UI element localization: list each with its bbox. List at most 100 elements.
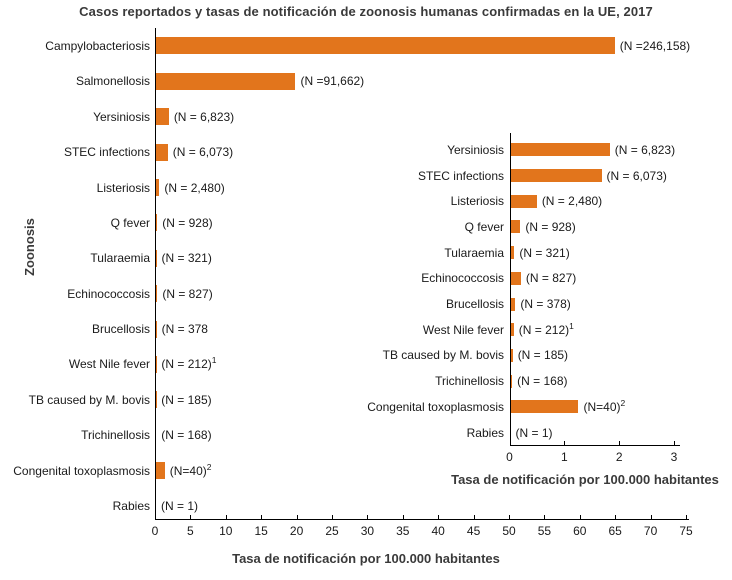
category-label: Congenital toxoplasmosis xyxy=(13,463,150,478)
x-tick-label: 55 xyxy=(537,524,552,538)
x-tick-label: 5 xyxy=(187,524,194,538)
bar xyxy=(510,297,516,311)
x-tick-label: 3 xyxy=(670,450,678,464)
category-label: TB caused by M. bovis xyxy=(28,392,150,407)
x-tick-label: 75 xyxy=(679,524,693,538)
x-tick xyxy=(673,440,675,445)
x-tick-label: 35 xyxy=(396,524,410,538)
category-label: Yersiniosis xyxy=(93,109,150,124)
category-label: Q fever xyxy=(464,219,504,234)
n-label: (N = 212)1 xyxy=(161,355,217,372)
bar xyxy=(156,179,160,196)
chart-title: Casos reportados y tasas de notificación… xyxy=(79,4,653,19)
n-label: (N = 2,480) xyxy=(164,180,225,195)
category-label: Q fever xyxy=(110,215,150,230)
n-label: (N = 212)1 xyxy=(518,320,574,337)
category-label: Tularaemia xyxy=(90,251,150,266)
x-tick xyxy=(579,515,581,519)
n-label: (N = 827) xyxy=(525,271,577,286)
inset-x-axis-title: Tasa de notificación por 100.000 habitan… xyxy=(451,472,719,487)
category-label: Listeriosis xyxy=(96,180,150,195)
bar xyxy=(510,143,610,157)
n-label: (N = 928) xyxy=(162,215,213,230)
x-tick-label: 2 xyxy=(615,450,623,464)
n-label: (N = 6,823) xyxy=(614,142,676,157)
category-label: West Nile fever xyxy=(68,357,150,372)
n-label: (N = 168) xyxy=(161,428,212,443)
n-label-superscript: 2 xyxy=(620,397,626,408)
bar xyxy=(156,143,168,161)
n-label: (N = 378 xyxy=(161,322,208,337)
n-label-superscript: 2 xyxy=(206,461,212,472)
n-label: (N = 185) xyxy=(161,392,212,407)
category-label: Congenital toxoplasmosis xyxy=(367,399,504,414)
n-label: (N = 321) xyxy=(519,245,570,260)
category-label: Brucellosis xyxy=(91,322,150,337)
bar xyxy=(510,271,521,285)
x-tick xyxy=(544,515,546,519)
n-label: (N = 928) xyxy=(525,219,576,234)
x-tick xyxy=(686,515,687,519)
category-label: Brucellosis xyxy=(445,297,504,312)
x-tick xyxy=(615,515,617,519)
x-tick-label: 30 xyxy=(360,524,375,538)
x-tick-label: 25 xyxy=(325,524,339,538)
x-tick xyxy=(473,515,475,519)
x-tick xyxy=(402,515,404,519)
category-label: TB caused by M. bovis xyxy=(382,348,504,363)
x-tick-label: 1 xyxy=(560,450,568,464)
n-label-superscript: 1 xyxy=(211,355,217,366)
x-tick xyxy=(509,515,510,519)
x-tick xyxy=(650,515,652,519)
bar xyxy=(510,323,514,337)
bar xyxy=(156,108,169,126)
bar xyxy=(510,246,515,260)
n-label: (N = 6,073) xyxy=(172,145,234,160)
bar xyxy=(510,220,521,234)
x-tick xyxy=(155,515,156,519)
x-tick xyxy=(367,515,369,519)
bar xyxy=(510,169,602,183)
x-axis-line xyxy=(155,519,689,520)
x-tick-label: 70 xyxy=(643,524,658,538)
x-tick xyxy=(619,440,621,445)
bar xyxy=(156,214,158,232)
x-tick-label: 20 xyxy=(289,524,304,538)
n-label: (N=40)2 xyxy=(169,461,212,478)
bar xyxy=(510,374,513,388)
n-label: (N = 6,823) xyxy=(173,109,235,124)
x-tick-label: 45 xyxy=(466,524,481,538)
x-tick-label: 60 xyxy=(573,524,587,538)
bar xyxy=(510,194,537,208)
category-label: Campylobacteriosis xyxy=(45,38,150,53)
bar xyxy=(156,37,615,55)
x-tick xyxy=(296,515,298,519)
n-label: (N = 2,480) xyxy=(541,194,603,209)
n-label-superscript: 1 xyxy=(569,320,574,331)
category-label: West Nile fever xyxy=(422,322,504,337)
x-tick xyxy=(261,515,263,519)
category-label: Rabies xyxy=(112,498,150,513)
bar xyxy=(156,462,165,480)
main-x-axis-title: Tasa de notificación por 100.000 habitan… xyxy=(232,551,500,566)
n-label: (N =91,662) xyxy=(300,74,365,89)
x-tick-label: 10 xyxy=(219,524,233,538)
category-label: Salmonellosis xyxy=(75,74,150,89)
x-tick-label: 50 xyxy=(502,524,516,538)
x-tick-label: 65 xyxy=(608,524,622,538)
category-label: Trichinellosis xyxy=(435,374,504,389)
x-tick xyxy=(190,515,192,519)
category-label: Echinococcosis xyxy=(421,271,504,286)
n-label: (N =246,158) xyxy=(619,38,691,53)
x-tick-label: 0 xyxy=(506,450,513,464)
x-tick xyxy=(225,515,227,519)
bar xyxy=(510,348,513,362)
n-label: (N = 185) xyxy=(517,348,569,363)
n-label: (N = 1) xyxy=(161,498,199,513)
x-tick-label: 0 xyxy=(151,524,159,538)
category-label: Yersiniosis xyxy=(447,142,504,157)
bar xyxy=(156,72,296,90)
n-label: (N = 378) xyxy=(520,297,571,312)
x-tick xyxy=(509,440,511,445)
